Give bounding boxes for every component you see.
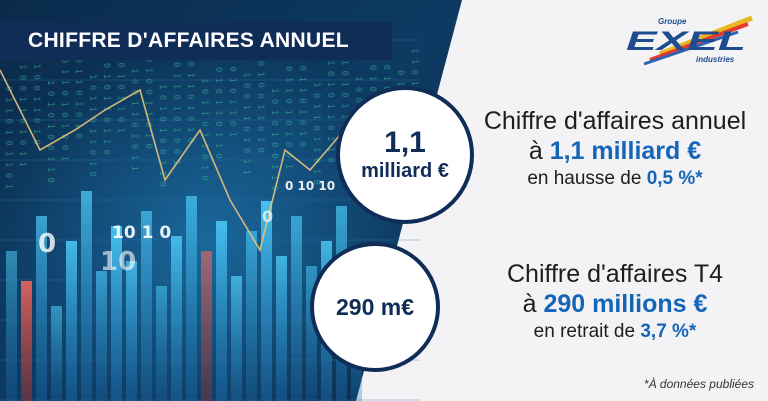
binary-digit-column: 1 0 1 0 1 1 0 1 1 0 <box>101 52 111 155</box>
binary-digit-column: 1 0 0 1 1 0 1 0 1 1 <box>241 72 251 175</box>
decorative-bar <box>261 201 272 401</box>
binary-digit-column: 0 1 1 0 1 0 1 0 0 1 <box>59 58 69 161</box>
binary-digit-column: 0 1 1 0 1 0 1 1 0 1 <box>3 86 13 189</box>
decorative-bar <box>246 231 257 401</box>
svg-text:0 10 10: 0 10 10 <box>285 179 335 193</box>
decorative-bar <box>66 241 77 401</box>
decorative-bar <box>201 251 212 401</box>
annual-badge-value: 1,1 <box>384 126 426 159</box>
binary-digit-column: 1 0 1 0 1 0 0 1 1 0 <box>157 84 167 187</box>
svg-text:industries: industries <box>696 55 735 64</box>
binary-digit-column: 1 1 0 1 1 0 1 0 1 0 <box>185 40 195 143</box>
decorative-bar <box>21 281 32 401</box>
annual-amount: 1,1 milliard € <box>549 137 702 165</box>
footnote: *À données publiées <box>643 377 754 391</box>
quarter-revenue-text: Chiffre d'affaires T4 à 290 millions € e… <box>470 259 760 345</box>
decorative-bar <box>111 226 122 401</box>
decorative-bar <box>186 196 197 401</box>
decorative-bar <box>51 306 62 401</box>
quarter-amount-line: à 290 millions € <box>522 290 708 318</box>
quarter-headline: Chiffre d'affaires T4 <box>506 260 723 288</box>
binary-digit-column: 1 0 1 1 0 1 1 0 1 0 <box>311 82 321 185</box>
binary-digit-column: 1 0 0 1 1 0 1 0 1 1 <box>129 68 139 171</box>
binary-digit-column: 0 1 1 0 1 0 1 1 0 1 <box>227 34 237 137</box>
annual-change-line: en hausse de 0,5 %* <box>527 168 703 189</box>
svg-text:0: 0 <box>38 229 56 259</box>
title-banner: CHIFFRE D'AFFAIRES ANNUEL <box>0 22 392 60</box>
svg-text:EXEL: EXEL <box>626 26 746 56</box>
binary-digit-column: 1 0 1 1 0 1 1 0 1 0 <box>87 74 97 177</box>
annual-revenue-text: Chiffre d'affaires annuel à 1,1 milliard… <box>470 106 760 192</box>
annual-revenue-badge: 1,1 milliard € <box>336 86 474 224</box>
decorative-bar <box>306 266 317 401</box>
annual-badge-unit: milliard € <box>361 160 449 182</box>
quarter-badge-value: 290 m€ <box>335 293 414 320</box>
annual-headline: Chiffre d'affaires annuel <box>483 107 747 135</box>
quarter-change: 3,7 %* <box>640 321 697 342</box>
binary-digit-column: 1 0 1 0 0 1 1 0 1 0 <box>255 50 265 153</box>
exel-logo: Groupe EXEL industries <box>626 15 753 66</box>
binary-digit-column: 1 1 0 1 1 0 1 0 1 0 <box>297 44 307 147</box>
binary-digit-column: 0 1 1 0 1 0 1 0 0 1 <box>171 62 181 165</box>
decorative-bar <box>126 261 137 401</box>
decorative-bar <box>141 211 152 401</box>
binary-digit-column: 1 0 1 0 1 0 0 1 1 0 <box>45 80 55 183</box>
svg-text:10: 10 <box>100 247 136 277</box>
decorative-bar <box>216 221 227 401</box>
binary-digit-column: 1 0 1 0 1 1 0 1 1 0 <box>213 56 223 159</box>
decorative-bar <box>231 276 242 401</box>
quarter-amount: 290 millions € <box>543 290 708 318</box>
binary-digit-column: 1 1 0 1 1 0 1 0 1 0 <box>73 36 83 139</box>
binary-digit-column: 1 0 1 0 1 0 0 1 1 0 <box>269 88 279 191</box>
decorative-bar <box>81 191 92 401</box>
decorative-bar <box>276 256 287 401</box>
decorative-bar <box>291 216 302 401</box>
svg-text:0: 0 <box>262 207 273 226</box>
binary-digit-column: 1 0 1 0 0 1 1 0 1 0 <box>31 42 41 145</box>
binary-digit-column: 0 1 1 0 1 0 1 1 0 1 <box>115 30 125 133</box>
binary-digit-column: 0 1 1 0 1 0 1 0 0 1 <box>283 66 293 169</box>
binary-digit-column: 1 0 1 0 0 1 1 0 1 0 <box>143 46 153 149</box>
annual-amount-line: à 1,1 milliard € <box>528 137 702 165</box>
svg-text:Groupe: Groupe <box>658 17 687 26</box>
svg-text:10 1 0: 10 1 0 <box>112 223 171 243</box>
binary-digit-column: 1 0 1 0 1 0 0 1 1 0 <box>381 32 391 135</box>
binary-digit-column: 1 0 1 0 1 1 0 1 1 0 <box>325 60 335 163</box>
decorative-bar <box>6 251 17 401</box>
decorative-bar <box>171 236 182 401</box>
quarter-revenue-badge: 290 m€ <box>310 242 440 372</box>
page-title: CHIFFRE D'AFFAIRES ANNUEL <box>28 29 349 52</box>
decorative-bar <box>36 216 47 401</box>
decorative-bar <box>156 286 167 401</box>
quarter-change-line: en retrait de 3,7 %* <box>533 321 697 342</box>
decorative-bar <box>96 271 107 401</box>
binary-digit-column: 0 1 1 0 1 0 1 1 0 1 <box>339 38 349 141</box>
binary-digit-column: 1 0 1 1 0 1 1 0 1 0 <box>199 78 209 181</box>
annual-change: 0,5 %* <box>646 168 703 189</box>
